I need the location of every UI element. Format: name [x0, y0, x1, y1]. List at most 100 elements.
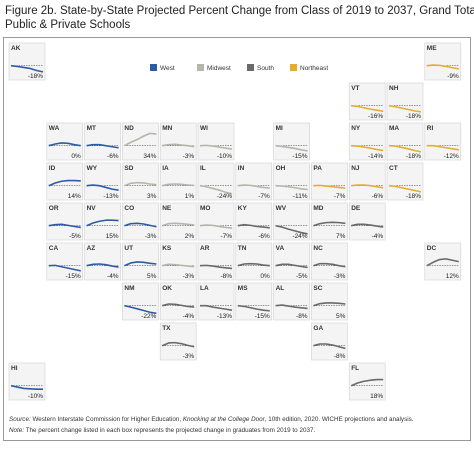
- state-tile: [122, 202, 159, 241]
- state-tile: [197, 242, 235, 281]
- state-tile: [235, 242, 273, 281]
- state-name: FL: [351, 365, 359, 372]
- state-name: KY: [238, 205, 248, 212]
- sparkline: [86, 263, 119, 268]
- sparkline: [199, 224, 233, 229]
- sparkline: [275, 144, 308, 152]
- state-name: TN: [238, 245, 247, 252]
- frame: [3, 37, 471, 441]
- percent-change: -5%: [69, 233, 81, 240]
- percent-change: -7%: [220, 233, 232, 240]
- percent-change: 0%: [260, 273, 270, 280]
- sparkline: [86, 184, 119, 191]
- state-name: ME: [427, 45, 437, 52]
- sparkline: [48, 142, 81, 147]
- state-name: UT: [124, 245, 133, 252]
- sparkline: [10, 384, 43, 390]
- percent-change: -10%: [217, 153, 232, 160]
- percent-change: 7%: [336, 233, 346, 240]
- percent-change: -18%: [406, 153, 421, 160]
- state-tile: [348, 162, 386, 201]
- state-tile: [273, 282, 310, 321]
- state-tile: [235, 202, 273, 241]
- percent-change: 14%: [68, 193, 81, 200]
- state-tile: [424, 42, 462, 81]
- percent-change: 18%: [370, 393, 383, 400]
- state-name: NJ: [351, 165, 360, 172]
- sparkline: [313, 184, 346, 189]
- percent-change: -3%: [183, 353, 195, 360]
- sparkline: [48, 223, 81, 229]
- state-tile: [46, 202, 84, 241]
- percent-change: -6%: [107, 153, 119, 160]
- percent-change: -3%: [334, 273, 346, 280]
- state-tile: [122, 162, 159, 201]
- state-name: PA: [313, 165, 322, 172]
- sparkline: [275, 184, 308, 191]
- percent-change: -13%: [103, 193, 118, 200]
- percent-change: -12%: [444, 153, 459, 160]
- percent-change: 15%: [106, 233, 119, 240]
- state-name: MA: [389, 125, 399, 132]
- state-tile: [311, 282, 348, 321]
- percent-change: -16%: [368, 113, 383, 120]
- state-tile: [273, 122, 310, 161]
- state-name: NE: [162, 205, 172, 212]
- state-name: ND: [124, 125, 134, 132]
- percent-change: -18%: [406, 113, 421, 120]
- chart-title: Figure 2b. State-by-State Projected Perc…: [5, 5, 474, 17]
- state-name: MO: [200, 205, 210, 212]
- state-name: VT: [351, 85, 359, 92]
- percent-change: -7%: [258, 193, 270, 200]
- source-text: Western Interstate Commission for Higher…: [31, 416, 183, 423]
- percent-change: -5%: [296, 273, 308, 280]
- state-name: LA: [200, 285, 209, 292]
- source-label: Source:: [9, 416, 31, 423]
- percent-change: -18%: [28, 73, 43, 80]
- state-name: MS: [238, 285, 248, 292]
- state-name: MD: [313, 205, 323, 212]
- state-name: OH: [276, 165, 286, 172]
- sparkline: [237, 304, 270, 312]
- legend-swatch: [197, 64, 204, 71]
- sparkline: [426, 144, 459, 151]
- percent-change: -4%: [107, 273, 119, 280]
- sparkline: [124, 181, 157, 187]
- percent-change: -14%: [368, 153, 383, 160]
- state-tile: [159, 162, 197, 201]
- state-tile: [311, 162, 348, 201]
- state-tile: [8, 362, 46, 401]
- percent-change: -6%: [372, 193, 384, 200]
- sparkline: [162, 183, 195, 187]
- state-tile: [197, 282, 235, 321]
- sparkline: [161, 222, 195, 227]
- percent-change: 2%: [185, 233, 195, 240]
- state-tile: [348, 82, 386, 121]
- state-name: MN: [162, 125, 172, 132]
- state-name: AK: [11, 45, 21, 52]
- legend-swatch: [247, 64, 254, 71]
- state-name: TX: [162, 325, 171, 332]
- sparkline: [388, 144, 422, 153]
- note-label: Note:: [9, 427, 24, 434]
- sparkline: [313, 343, 346, 350]
- sparkline: [48, 179, 81, 187]
- state-tile: [386, 82, 424, 121]
- sparkline: [237, 262, 270, 267]
- percent-change: -11%: [293, 193, 308, 200]
- sparkline: [313, 262, 346, 268]
- state-tile: [273, 242, 310, 281]
- state-name: CA: [49, 245, 59, 252]
- state-tile: [386, 122, 424, 161]
- state-tile: [197, 162, 235, 201]
- percent-change: -8%: [220, 273, 232, 280]
- sparkline: [199, 184, 233, 195]
- state-tile: [46, 122, 84, 161]
- percent-change: -24%: [292, 233, 307, 240]
- sparkline: [86, 143, 119, 149]
- state-tile: [122, 122, 159, 161]
- state-tile: [46, 242, 84, 281]
- state-name: MI: [276, 125, 283, 132]
- state-tile: [311, 322, 348, 361]
